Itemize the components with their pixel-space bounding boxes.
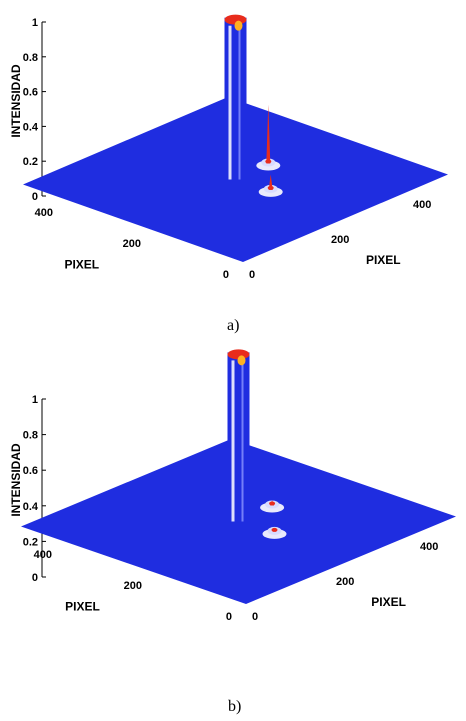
y-tick-label: 400 — [34, 549, 52, 561]
x-axis-label: PIXEL — [366, 253, 401, 267]
z-tick-label: 0.4 — [23, 121, 39, 133]
z-tick-label: 1 — [32, 17, 38, 29]
peak-top-accent — [237, 355, 246, 366]
z-tick-label: 1 — [32, 394, 38, 406]
peak-column-highlight — [241, 360, 244, 522]
surface-plot-a-svg: 0 0.2 0.4 0.6 0.8 1 INTENSIDAD 0 200 400 0 200 400 PI… — [9, 14, 448, 281]
z-axis-label: INTENSIDAD — [9, 443, 23, 517]
peak-column — [227, 352, 250, 522]
peak-column-highlight — [231, 360, 235, 522]
peak-mound-top — [267, 185, 274, 190]
y-axis-label: PIXEL — [65, 599, 100, 613]
y-axis-label: PIXEL — [64, 257, 99, 271]
y-tick-label: 400 — [35, 207, 53, 219]
x-tick-label: 200 — [331, 234, 349, 246]
surface-plot-b: 0 0.2 0.4 0.6 0.8 1 INTENSIDAD 0 200 400 0 200 400 PI… — [0, 349, 466, 721]
y-tick-label: 200 — [123, 238, 141, 250]
y-tick-label: 0 — [223, 269, 229, 281]
z-tick-label: 0.6 — [23, 87, 38, 99]
z-tick-label: 0.2 — [23, 156, 38, 168]
surface-plot-b-svg: 0 0.2 0.4 0.6 0.8 1 INTENSIDAD 0 200 400 0 200 400 PI… — [9, 349, 456, 623]
z-tick-label: 0.2 — [23, 536, 38, 548]
peak-top-accent — [234, 20, 243, 31]
peak-mound-top — [265, 159, 272, 164]
x-tick-label: 0 — [252, 611, 258, 623]
y-tick-label: 200 — [124, 580, 142, 592]
peak-mound-top — [271, 527, 278, 532]
peak-column-highlight — [238, 25, 241, 180]
x-tick-label: 200 — [336, 576, 354, 588]
peak-mound-top — [269, 501, 276, 506]
x-tick-label: 400 — [420, 541, 438, 553]
z-axis-label: INTENSIDAD — [9, 64, 23, 138]
x-axis-label: PIXEL — [371, 595, 406, 609]
z-tick-label: 0 — [32, 191, 38, 203]
x-tick-label: 0 — [249, 269, 255, 281]
panel-label-a: a) — [227, 317, 240, 334]
z-tick-label: 0.8 — [23, 430, 38, 442]
y-tick-label: 0 — [226, 611, 232, 623]
peak-spike — [266, 104, 271, 164]
surface-plot-a: 0 0.2 0.4 0.6 0.8 1 INTENSIDAD 0 200 400 0 200 400 PI… — [0, 0, 466, 360]
z-tick-label: 0 — [32, 572, 38, 584]
z-tick-label: 0.4 — [23, 501, 39, 513]
x-tick-label: 400 — [413, 199, 431, 211]
z-tick-label: 0.8 — [23, 52, 38, 64]
panel-label-b: b) — [228, 698, 242, 715]
peak-column-highlight — [228, 25, 232, 180]
peak-column — [224, 17, 247, 180]
z-tick-label: 0.6 — [23, 465, 38, 477]
